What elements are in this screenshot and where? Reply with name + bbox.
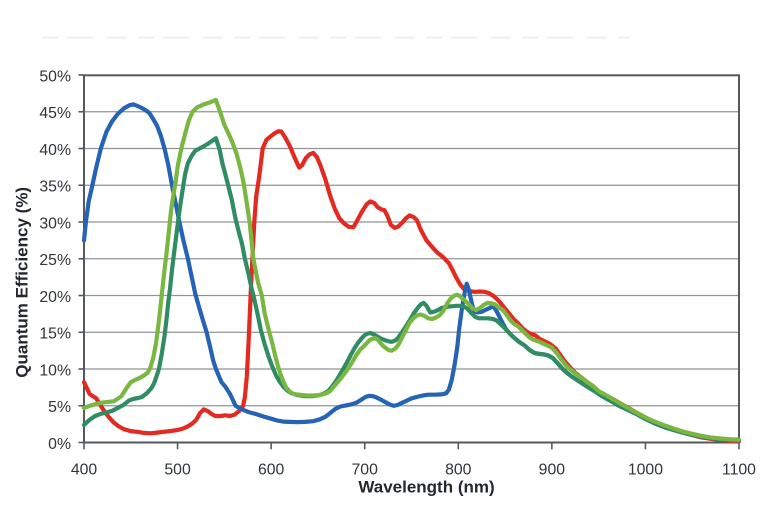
svg-text:Quantum Efficiency (%): Quantum Efficiency (%) <box>12 187 31 378</box>
svg-text:800: 800 <box>445 462 472 479</box>
svg-text:50%: 50% <box>39 68 71 85</box>
svg-text:25%: 25% <box>39 252 71 269</box>
svg-text:700: 700 <box>352 462 379 479</box>
svg-text:10%: 10% <box>39 362 71 379</box>
svg-text:35%: 35% <box>39 179 71 196</box>
svg-text:500: 500 <box>164 462 191 479</box>
svg-text:600: 600 <box>258 462 285 479</box>
svg-text:900: 900 <box>539 462 566 479</box>
svg-text:30%: 30% <box>39 215 71 232</box>
svg-text:40%: 40% <box>39 142 71 159</box>
svg-text:45%: 45% <box>39 105 71 122</box>
svg-text:20%: 20% <box>39 289 71 306</box>
svg-text:1100: 1100 <box>722 462 756 479</box>
svg-text:0%: 0% <box>48 436 71 453</box>
svg-text:15%: 15% <box>39 326 71 343</box>
svg-text:400: 400 <box>71 462 98 479</box>
svg-text:Wavelength (nm): Wavelength (nm) <box>358 478 494 497</box>
svg-text:5%: 5% <box>48 399 71 416</box>
svg-text:1000: 1000 <box>628 462 663 479</box>
